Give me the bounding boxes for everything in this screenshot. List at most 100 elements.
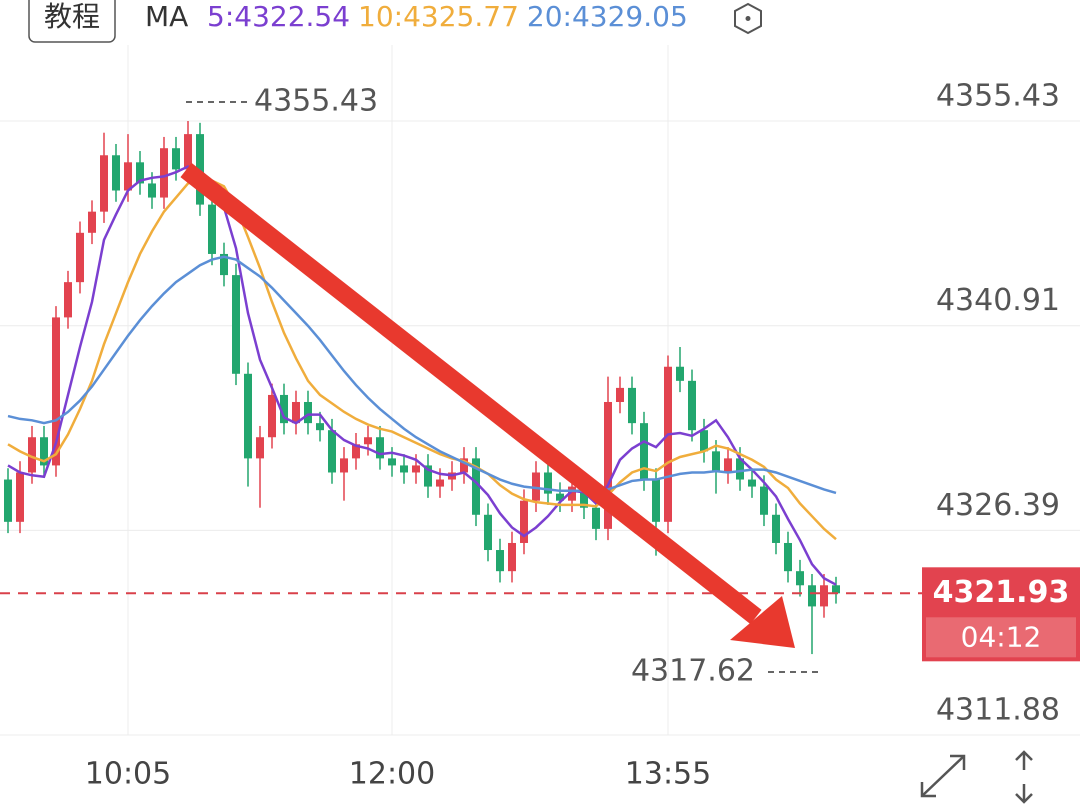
candle-body <box>76 232 84 283</box>
candle-body <box>208 204 216 254</box>
candle-body <box>496 550 504 572</box>
candle-body <box>352 444 360 459</box>
y-tick-label: 4340.91 <box>936 283 1060 318</box>
candle-body <box>760 486 768 515</box>
expand-line[interactable] <box>921 755 965 797</box>
settings-icon[interactable] <box>734 2 762 35</box>
candle-body <box>220 253 228 276</box>
expand-tail[interactable] <box>920 782 936 798</box>
candle-body <box>772 514 780 543</box>
ma-line <box>7 255 837 495</box>
candle-body <box>820 585 828 607</box>
candle-body <box>532 472 540 501</box>
candle-body <box>424 465 432 487</box>
countdown-label: 04:12 <box>961 620 1042 653</box>
candle-body <box>316 423 324 431</box>
y-tick-label: 4355.43 <box>936 79 1060 114</box>
candle-body <box>712 451 720 473</box>
candle-body <box>280 394 288 424</box>
candle-body <box>520 500 528 543</box>
ma-label: MA <box>145 0 188 33</box>
x-tick-label: 13:55 <box>625 757 711 792</box>
candle-body <box>688 380 696 431</box>
candle-body <box>112 155 120 191</box>
candle-body <box>604 401 612 529</box>
candle-body <box>796 571 804 586</box>
candle-body <box>268 394 276 438</box>
max-label: 4355.43 <box>254 84 378 119</box>
candle-body <box>64 282 72 318</box>
candle-body <box>340 458 348 473</box>
candle-body <box>328 430 336 473</box>
candle-body <box>484 514 492 551</box>
candle-body <box>652 479 660 522</box>
candle-body <box>172 148 180 170</box>
ma-value: 10:4325.77 <box>358 0 519 33</box>
ma-line <box>7 177 837 541</box>
candle-body <box>148 183 156 198</box>
tutorial-label[interactable]: 教程 <box>44 0 100 33</box>
tutorial-button[interactable] <box>28 0 116 43</box>
candle-body <box>676 366 684 381</box>
candle-body <box>184 134 192 170</box>
candle-body <box>124 162 132 191</box>
candle-body <box>568 486 576 501</box>
candle-body <box>784 542 792 572</box>
min-label: 4317.62 <box>631 654 755 689</box>
candle-body <box>376 437 384 459</box>
candle-body <box>364 437 372 445</box>
candle-body <box>160 148 168 198</box>
price-tag-label: 4321.93 <box>933 575 1070 610</box>
countdown-box <box>926 617 1076 658</box>
candle-body <box>808 585 816 607</box>
plot: 4311.88 4326.39 4340.91 4355.43 10:05 12:00 13… <box>0 45 1080 792</box>
dot[interactable] <box>745 16 751 21</box>
candle-body <box>544 472 552 494</box>
candle-body <box>196 134 204 205</box>
candle-body <box>700 430 708 452</box>
trend-arrow-shaft <box>180 162 762 625</box>
ma-line <box>7 165 837 586</box>
candle-body <box>400 465 408 473</box>
candle-body <box>232 275 240 374</box>
candle-body <box>592 507 600 529</box>
candle-body <box>388 458 396 466</box>
candle-body <box>616 387 624 402</box>
y-tick-label: 4326.39 <box>936 488 1060 523</box>
candle-body <box>832 585 840 594</box>
y-tick-label: 4311.88 <box>936 693 1060 728</box>
up-head[interactable] <box>1015 750 1033 761</box>
candle-body <box>28 437 36 473</box>
candle-body <box>16 472 24 522</box>
candle-body <box>88 211 96 233</box>
candle-body <box>736 458 744 480</box>
expand-icon[interactable] <box>920 754 966 798</box>
candle-body <box>580 486 588 508</box>
candle-body <box>508 542 516 572</box>
candle-body <box>100 155 108 212</box>
expand-head[interactable] <box>950 754 966 770</box>
down-head[interactable] <box>1015 793 1033 804</box>
candle-body <box>460 458 468 473</box>
candle-body <box>640 423 648 480</box>
hexagon[interactable] <box>734 2 762 35</box>
candle-body <box>628 387 636 424</box>
ma-value: 20:4329.05 <box>527 0 688 33</box>
candle-body <box>664 366 672 522</box>
candle-body <box>412 465 420 473</box>
candle-body <box>748 479 756 487</box>
scale-icon[interactable] <box>1015 750 1033 804</box>
candle-body <box>136 162 144 184</box>
candle-body <box>556 493 564 501</box>
candle-body <box>436 479 444 487</box>
x-tick-label: 12:00 <box>349 757 435 792</box>
candle-body <box>724 458 732 473</box>
candle-body <box>40 437 48 466</box>
trend-arrow-head <box>730 596 795 648</box>
candle-body <box>304 401 312 424</box>
ma-value: 5:4322.54 <box>207 0 350 33</box>
candle-body <box>292 401 300 424</box>
candle-body <box>256 437 264 459</box>
candle-body <box>52 317 60 466</box>
